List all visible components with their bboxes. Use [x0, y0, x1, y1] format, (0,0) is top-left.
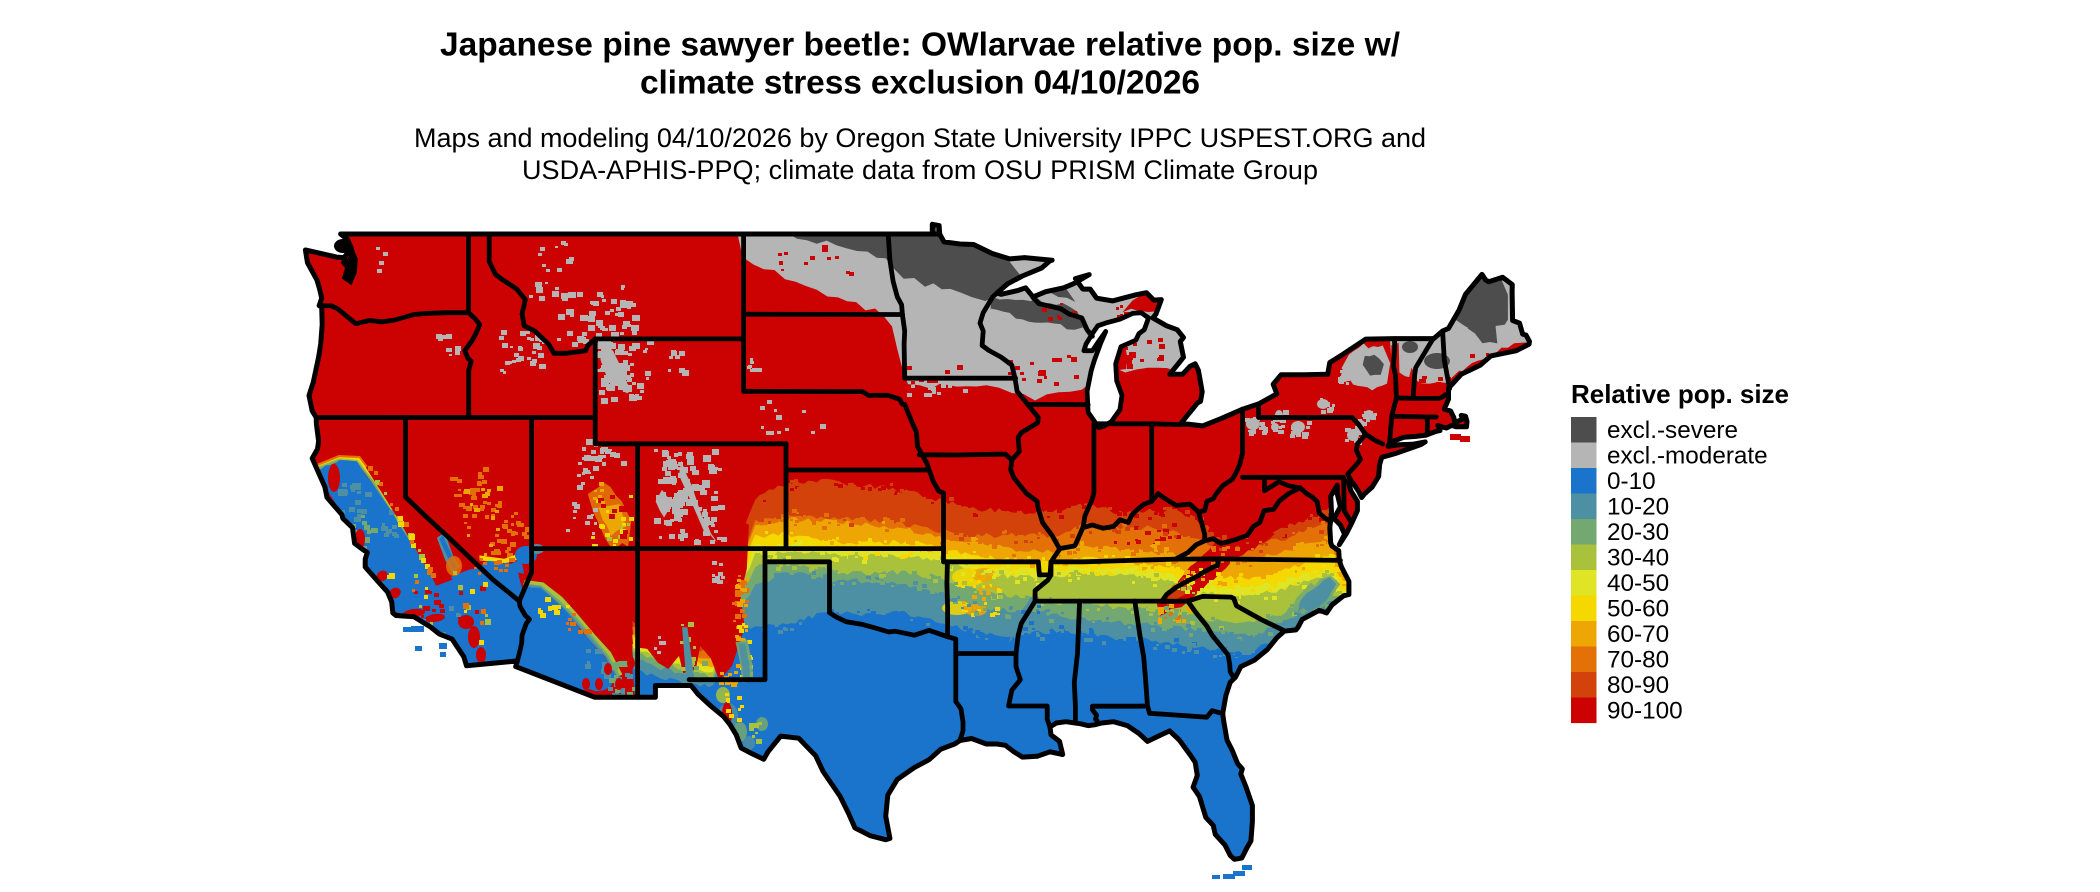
- svg-text:60-70: 60-70: [1607, 621, 1669, 648]
- svg-text:50-60: 50-60: [1607, 596, 1669, 623]
- svg-text:90-100: 90-100: [1607, 698, 1683, 725]
- svg-text:40-50: 40-50: [1607, 570, 1669, 597]
- svg-text:70-80: 70-80: [1607, 647, 1669, 674]
- svg-text:Japanese pine sawyer beetle: O: Japanese pine sawyer beetle: OWlarvae re…: [440, 27, 1400, 64]
- svg-text:excl.-moderate: excl.-moderate: [1607, 443, 1768, 470]
- svg-text:excl.-severe: excl.-severe: [1607, 417, 1738, 444]
- svg-text:0-10: 0-10: [1607, 468, 1656, 495]
- svg-text:30-40: 30-40: [1607, 545, 1669, 572]
- svg-text:10-20: 10-20: [1607, 494, 1669, 521]
- svg-text:Relative pop. size: Relative pop. size: [1571, 379, 1789, 409]
- svg-text:Maps and modeling 04/10/2026 b: Maps and modeling 04/10/2026 by Oregon S…: [414, 123, 1426, 153]
- svg-text:20-30: 20-30: [1607, 519, 1669, 546]
- svg-text:80-90: 80-90: [1607, 672, 1669, 699]
- svg-text:USDA-APHIS-PPQ; climate data f: USDA-APHIS-PPQ; climate data from OSU PR…: [522, 155, 1318, 185]
- svg-text:climate stress exclusion 04/10: climate stress exclusion 04/10/2026: [640, 65, 1200, 102]
